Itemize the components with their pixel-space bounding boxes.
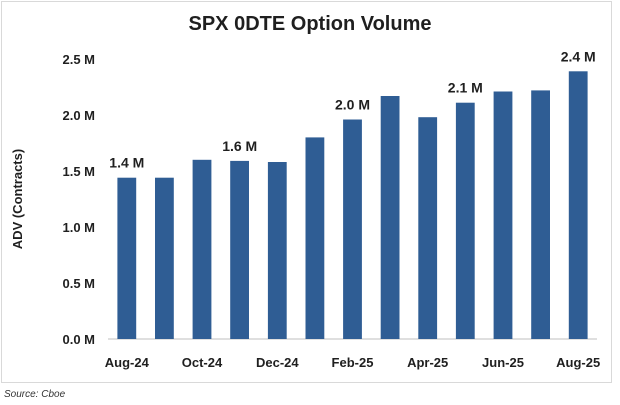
bar-dec-24 <box>267 162 287 339</box>
bar-may-25 <box>455 102 475 339</box>
chart-title: SPX 0DTE Option Volume <box>189 13 432 35</box>
y-tick-label: 2.5 M <box>62 52 95 67</box>
bar-oct-24 <box>192 159 212 339</box>
data-labels: 1.4 M 1.6 M 2.0 M 2.1 M 2.4 M <box>109 48 595 170</box>
bar-jul-25 <box>531 90 550 340</box>
y-axis-label: ADV (Contracts) <box>10 149 25 249</box>
bar-jan-25 <box>305 137 325 339</box>
y-tick-label: 1.5 M <box>62 164 95 179</box>
bar-mar-25 <box>380 96 400 339</box>
data-label: 2.4 M <box>561 48 596 64</box>
bars <box>117 71 588 340</box>
bar-aug-24 <box>117 177 137 339</box>
data-label: 1.6 M <box>222 138 257 154</box>
source-note: Source: Cboe <box>4 389 66 400</box>
x-tick-label: Dec-24 <box>256 355 299 370</box>
bar-jun-25 <box>493 91 513 339</box>
bar-apr-25 <box>418 117 438 339</box>
data-label: 1.4 M <box>109 155 144 171</box>
x-tick-label: Aug-24 <box>105 355 150 370</box>
x-tick-label: Oct-24 <box>182 355 223 370</box>
y-tick-label: 0.5 M <box>62 276 95 291</box>
y-tick-label: 0.0 M <box>62 332 95 347</box>
y-tick-label: 1.0 M <box>62 220 95 235</box>
bar-aug-25 <box>568 71 588 340</box>
x-tick-labels: Aug-24 Oct-24 Dec-24 Feb-25 Apr-25 Jun-25 Aug-… <box>105 355 600 370</box>
bar-nov-24 <box>230 160 249 339</box>
bar-sep-24 <box>155 177 174 339</box>
x-tick-label: Feb-25 <box>332 355 374 370</box>
y-tick-label: 2.0 M <box>62 108 95 123</box>
x-tick-label: Aug-25 <box>556 355 600 370</box>
x-tick-label: Jun-25 <box>482 355 524 370</box>
bar-feb-25 <box>343 119 362 339</box>
data-label: 2.0 M <box>335 97 370 113</box>
data-label: 2.1 M <box>448 80 483 96</box>
x-tick-label: Apr-25 <box>407 355 448 370</box>
bar-chart: SPX 0DTE Option Volume ADV (Contracts) 0… <box>10 13 600 370</box>
y-tick-labels: 0.0 M 0.5 M 1.0 M 1.5 M 2.0 M 2.5 M <box>62 52 95 347</box>
